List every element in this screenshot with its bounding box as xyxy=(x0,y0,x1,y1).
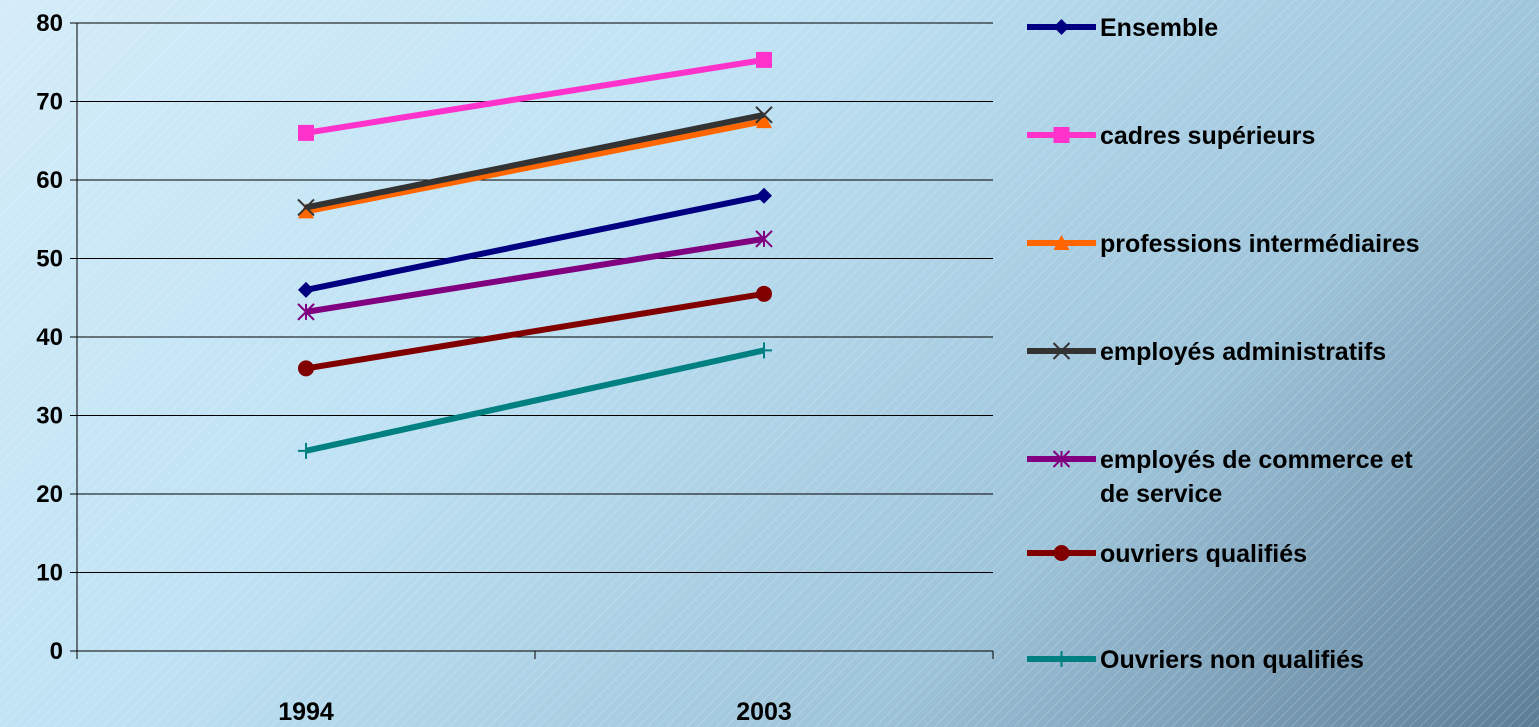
series-line xyxy=(305,235,765,315)
marker-star xyxy=(755,230,773,248)
y-tick-label: 60 xyxy=(36,167,63,194)
marker-square xyxy=(1053,127,1070,143)
series-group xyxy=(297,51,773,459)
data-point xyxy=(298,442,314,459)
marker-circle xyxy=(1053,545,1070,561)
series-line xyxy=(305,56,765,136)
data-point xyxy=(756,187,772,204)
marker-x xyxy=(1052,342,1071,360)
legend-item-5: ouvriers qualifiés xyxy=(1027,540,1307,568)
legend: Ensemble cadres supérieurs professions int… xyxy=(1027,14,1420,674)
legend-label: employés de commerce et xyxy=(1100,446,1413,474)
data-point xyxy=(756,342,772,359)
x-tick-label: 2003 xyxy=(736,698,792,726)
series-line xyxy=(305,290,765,372)
legend-label: professions intermédiaires xyxy=(1100,230,1420,258)
series-3 xyxy=(297,106,773,217)
data-point xyxy=(298,124,314,141)
x-tick-label: 1994 xyxy=(278,698,334,726)
gridlines xyxy=(77,22,993,573)
y-tick-label: 70 xyxy=(36,89,63,116)
data-point xyxy=(755,106,773,124)
data-point xyxy=(297,198,315,217)
legend-item-4: employés de commerce et de service xyxy=(1027,446,1413,508)
marker-diamond xyxy=(756,187,772,204)
data-point xyxy=(297,303,315,321)
marker-x xyxy=(755,106,773,124)
marker-triangle xyxy=(756,113,772,129)
legend-label: ouvriers qualifiés xyxy=(1100,540,1307,568)
series-line xyxy=(305,192,765,293)
y-tick-label: 0 xyxy=(50,638,63,665)
marker-plus xyxy=(756,342,772,359)
axes: 0 10 20 30 40 50 60 70 80 1994 2003 xyxy=(36,10,994,726)
marker-square xyxy=(298,124,314,141)
y-tick-label: 40 xyxy=(36,324,63,351)
legend-label: Ensemble xyxy=(1100,14,1218,42)
series-1 xyxy=(298,51,772,141)
data-point xyxy=(298,360,314,377)
legend-label: Ouvriers non qualifiés xyxy=(1100,646,1364,674)
data-point xyxy=(298,203,314,219)
data-point xyxy=(298,281,314,298)
marker-diamond xyxy=(298,281,314,298)
marker-square xyxy=(756,51,772,68)
marker-circle xyxy=(756,285,772,302)
marker-circle xyxy=(298,360,314,377)
marker-triangle xyxy=(1053,235,1070,250)
y-tick-label: 50 xyxy=(36,246,63,273)
marker-star xyxy=(1052,450,1071,468)
y-tick-label: 10 xyxy=(36,560,63,587)
marker-plus xyxy=(1053,651,1070,667)
marker-star xyxy=(297,303,315,321)
legend-item-0: Ensemble xyxy=(1027,14,1218,42)
series-line xyxy=(305,118,765,215)
series-2 xyxy=(298,113,772,219)
y-tick-label: 30 xyxy=(36,403,63,430)
legend-item-2: professions intermédiaires xyxy=(1027,230,1420,258)
series-line xyxy=(305,111,765,211)
legend-label: employés administratifs xyxy=(1100,338,1386,366)
data-point xyxy=(756,285,772,302)
series-0 xyxy=(298,187,772,298)
data-point xyxy=(756,113,772,129)
series-6 xyxy=(298,342,772,459)
data-point xyxy=(755,230,773,248)
y-tick-label: 80 xyxy=(36,10,63,37)
marker-x xyxy=(297,198,315,217)
legend-label: de service xyxy=(1100,480,1222,508)
marker-plus xyxy=(298,442,314,459)
data-point xyxy=(756,51,772,68)
marker-diamond xyxy=(1053,19,1070,35)
marker-triangle xyxy=(298,203,314,219)
legend-item-3: employés administratifs xyxy=(1027,338,1386,366)
legend-item-6: Ouvriers non qualifiés xyxy=(1027,646,1364,674)
series-line xyxy=(305,347,765,454)
series-4 xyxy=(297,230,773,321)
series-5 xyxy=(298,285,772,377)
legend-label: cadres supérieurs xyxy=(1100,122,1315,150)
y-tick-label: 20 xyxy=(36,481,63,508)
legend-item-1: cadres supérieurs xyxy=(1027,122,1315,150)
